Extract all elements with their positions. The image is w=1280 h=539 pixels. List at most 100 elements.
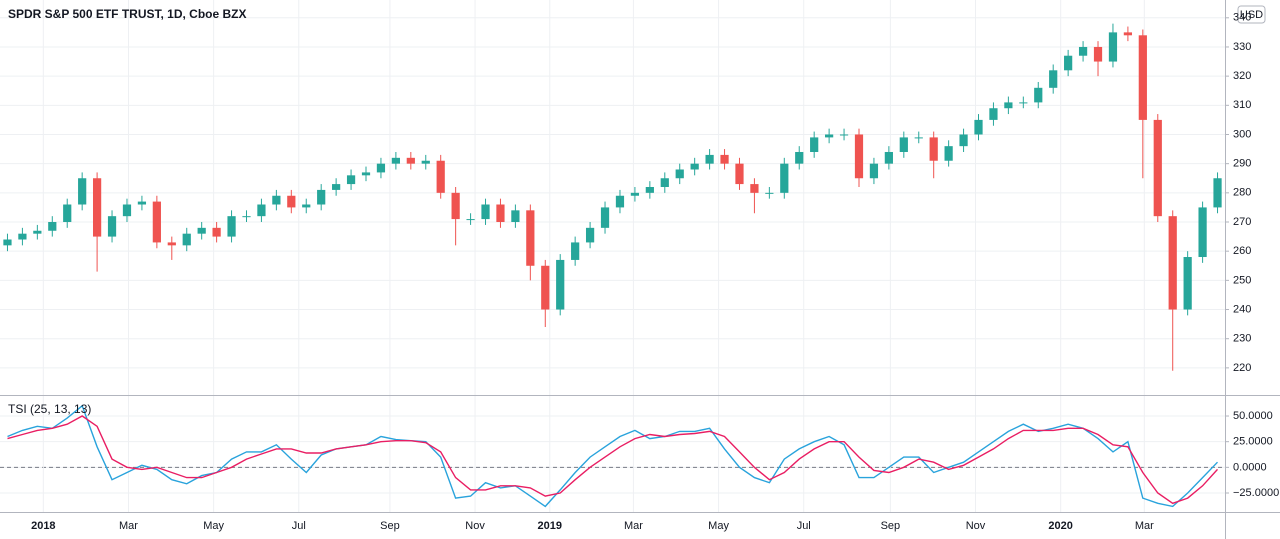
candle-body [1064, 55, 1073, 71]
candle-body [705, 154, 714, 164]
grid [0, 0, 1225, 512]
candle-body [989, 108, 998, 120]
x-tick-label: May [203, 520, 224, 532]
candle-body [869, 163, 879, 179]
candle-body [257, 204, 266, 217]
candle-body [1183, 257, 1192, 310]
x-tick-label: Nov [465, 520, 485, 532]
candle-body [780, 163, 789, 193]
candle-body [660, 178, 669, 187]
candle-body [750, 184, 759, 193]
candle-body [212, 227, 221, 237]
candle-body [1019, 102, 1028, 104]
candle-body [571, 242, 580, 260]
candle-body [854, 134, 864, 179]
candle-body [974, 119, 983, 135]
y-tick-label: 340 [1233, 12, 1251, 24]
candle-body [3, 239, 12, 246]
candle-body [287, 195, 296, 208]
y-tick-label: 230 [1233, 333, 1251, 345]
currency-box [1237, 5, 1266, 24]
candle-body [302, 204, 311, 208]
candle-body [332, 184, 341, 190]
tsi-line [7, 404, 1219, 508]
candle-body [376, 163, 386, 173]
candle-body [1138, 35, 1147, 120]
x-tick-label: Sep [380, 520, 400, 532]
candle-body [720, 154, 729, 164]
y-tick-label: 220 [1233, 362, 1251, 374]
candle-body [197, 227, 206, 234]
candle-body [839, 134, 849, 136]
candle-body [391, 157, 400, 164]
candle-body [496, 204, 505, 223]
candle-body [765, 192, 774, 194]
y-tick-label: 25.0000 [1233, 436, 1273, 448]
y-tick-label: 280 [1233, 187, 1251, 199]
y-tick-label: 240 [1233, 303, 1251, 315]
candle-body [182, 233, 191, 246]
candle-body [167, 242, 176, 246]
candle-body [1123, 32, 1133, 36]
candle-body [1213, 178, 1222, 208]
chart-title: SPDR S&P 500 ETF TRUST, 1D, Cboe BZX [8, 7, 247, 21]
x-tick-label: Mar [1135, 520, 1154, 532]
x-tick-label: 2018 [31, 520, 55, 532]
y-tick-label: 50.0000 [1233, 410, 1273, 422]
marks [3, 23, 1222, 508]
candle-body [481, 204, 490, 220]
x-tick-label: Mar [119, 520, 138, 532]
candle-body [585, 227, 595, 243]
candle-body [107, 216, 117, 237]
y-tick-label: 310 [1233, 99, 1251, 111]
candle-body [1078, 46, 1088, 56]
candle-body [1049, 70, 1058, 88]
x-tick-label: Sep [881, 520, 901, 532]
tsi-line [7, 415, 1219, 505]
candle-body [361, 172, 371, 176]
x-tick-label: 2020 [1048, 520, 1072, 532]
candle-body [451, 192, 460, 220]
x-tick-label: Nov [966, 520, 986, 532]
candle-body [406, 157, 415, 164]
candle-body [242, 216, 251, 218]
candle-body [1108, 32, 1118, 62]
candle-body [78, 178, 87, 205]
candle-body [735, 163, 744, 185]
candle-body [317, 189, 326, 205]
candle-body [48, 222, 57, 231]
candle-body [825, 134, 834, 138]
candle-body [466, 219, 475, 221]
candle-body [1034, 87, 1043, 103]
candle-body [18, 233, 27, 240]
candle-body [421, 160, 430, 164]
y-tick-label: 0.0000 [1233, 461, 1267, 473]
candle-body [675, 169, 684, 179]
candle-body [436, 160, 445, 193]
candle-body [137, 201, 147, 205]
candle-body [541, 265, 550, 310]
y-tick-label: 250 [1233, 274, 1251, 286]
candle-body [899, 137, 908, 152]
candle-body [690, 163, 699, 170]
x-tick-label: Mar [624, 520, 643, 532]
candle-body [511, 210, 520, 223]
candle-body [152, 201, 161, 243]
candle-body [810, 137, 819, 152]
candle-body [630, 192, 640, 196]
candle-body [1153, 119, 1162, 217]
y-tick-label: 260 [1233, 245, 1251, 257]
candle-body [944, 146, 953, 161]
candle-body [526, 210, 535, 266]
x-tick-label: Jul [797, 520, 811, 532]
y-tick-label: 290 [1233, 158, 1251, 170]
candle-body [645, 186, 654, 193]
candle-body [346, 175, 356, 185]
candle-body [615, 195, 625, 208]
y-tick-label: 320 [1233, 70, 1251, 82]
candle-body [959, 134, 968, 147]
candle-body [33, 230, 42, 234]
candle-body [63, 204, 72, 223]
